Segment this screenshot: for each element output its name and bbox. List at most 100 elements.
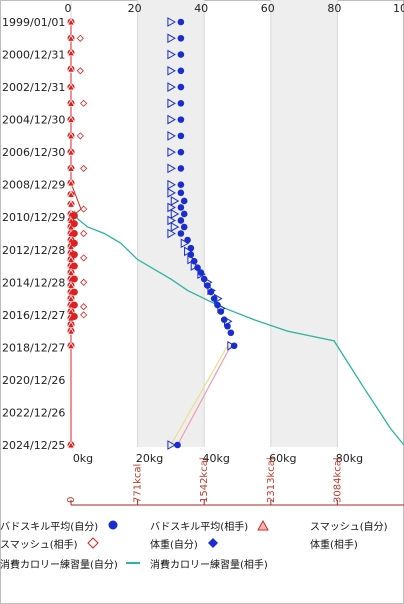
kcal-tick-label: 0 <box>66 497 77 503</box>
skill-avg-opponent-mark <box>177 100 185 107</box>
smash-opponent-mark <box>167 114 176 125</box>
legend-label: 体重(相手) <box>310 539 358 551</box>
skill-avg-opponent-mark <box>227 329 235 337</box>
smash-opponent-mark <box>167 147 176 158</box>
x-axis-bottom-tick-labels: 0kg 20kg 40kg 60kg 80kg <box>73 452 363 465</box>
skill-avg-self-mark <box>67 327 75 335</box>
skill-avg-opponent-mark <box>177 148 185 156</box>
y-tick-label: 1999/01/01 <box>2 16 65 29</box>
smash-self-mark <box>66 18 76 26</box>
x-top-tick-label: 10 <box>393 2 404 15</box>
legend-entry: スマッシュ(自分) <box>310 517 404 533</box>
smash-self-mark <box>66 49 76 57</box>
weight-self-mark <box>76 132 84 140</box>
smash-opponent-mark <box>167 228 176 239</box>
skill-avg-self-mark <box>67 116 75 124</box>
triangle-right-blue-icon <box>84 536 102 550</box>
skill-avg-opponent-mark <box>214 301 221 309</box>
y-tick-label: 2024/12/25 <box>2 439 65 452</box>
skill-avg-opponent-mark <box>197 269 205 276</box>
skill-avg-opponent-mark <box>184 236 191 244</box>
skill-avg-opponent-mark <box>177 165 185 172</box>
y-tick-label: 2012/12/28 <box>2 244 65 257</box>
x-top-tick-label: 60 <box>261 2 275 15</box>
smash-self-mark <box>66 200 76 208</box>
teal-line-icon <box>274 556 292 570</box>
x-axis-top-tick-labels: 0 20 40 60 80 10 <box>65 2 404 15</box>
skill-avg-self-mark <box>67 308 75 316</box>
skill-avg-opponent-mark <box>177 67 185 75</box>
y-tick-label: 2020/12/26 <box>2 374 65 387</box>
legend-label: スマッシュ(相手) <box>0 539 78 551</box>
blue-diamond-icon <box>364 536 382 550</box>
kcal-tick-label: 3084kcal <box>332 457 343 503</box>
smash-self-mark <box>66 327 76 335</box>
kcal-tick-label: 2313kcal <box>266 457 277 503</box>
skill-avg-self-mark <box>70 220 78 228</box>
skill-avg-opponent-mark <box>187 251 195 258</box>
skill-avg-self-mark <box>67 132 75 140</box>
smash-self-mark <box>66 34 76 42</box>
skill-avg-opponent-mark <box>194 264 201 271</box>
skill-avg-self-mark <box>70 262 78 270</box>
legend-label: 消費カロリー練習量(自分) <box>0 559 118 571</box>
smash-self-mark <box>66 132 76 140</box>
smash-opponent-mark <box>167 163 176 174</box>
skill-avg-opponent-mark <box>177 204 185 211</box>
skill-avg-opponent-mark <box>177 51 185 58</box>
kcal-axis: 0 771kcal 1542kcal 2313kcal 3084kcal <box>66 457 404 506</box>
smash-opponent-mark <box>167 33 176 44</box>
smash-self-mark <box>66 190 76 198</box>
y-tick-label: 2014/12/28 <box>2 276 65 289</box>
skill-avg-opponent-mark <box>177 34 185 42</box>
skill-avg-self-mark <box>67 164 75 172</box>
smash-self-mark <box>66 441 76 449</box>
smash-opponent-mark <box>170 209 180 219</box>
x-top-tick-label: 80 <box>327 2 341 15</box>
y-tick-label: 2022/12/26 <box>2 406 65 419</box>
skill-avg-self-mark <box>67 190 75 198</box>
kcal-tick-label: 1542kcal <box>199 457 210 503</box>
smash-self-mark <box>66 179 76 187</box>
smash-opponent-mark <box>167 187 176 198</box>
weight-self-line <box>177 345 232 446</box>
y-tick-label: 2000/12/31 <box>2 49 65 62</box>
skill-avg-opponent-mark <box>177 116 185 123</box>
skill-avg-self-mark <box>67 269 75 277</box>
smash-opponent-mark <box>227 340 236 351</box>
skill-avg-self-mark <box>70 275 78 283</box>
legend-entry: 消費カロリー練習量(相手) <box>150 555 298 571</box>
weight-self-mark <box>80 303 88 311</box>
skill-avg-self-mark <box>67 49 75 57</box>
skill-avg-self-mark <box>67 256 75 264</box>
red-diamond-icon <box>204 536 222 550</box>
smash-opponent-mark <box>167 131 176 141</box>
y-tick-label: 2016/12/27 <box>2 309 65 322</box>
legend-label: 消費カロリー練習量(相手) <box>150 559 268 571</box>
skill-avg-opponent-mark <box>177 189 185 197</box>
skill-avg-opponent-mark <box>174 441 181 449</box>
legend-entry: 体重(相手) <box>310 535 388 551</box>
x-bottom-tick-label: 0kg <box>73 452 93 465</box>
skill-avg-self-mark <box>67 83 75 91</box>
skill-avg-opponent-mark <box>210 295 218 302</box>
skill-avg-opponent-mark <box>204 282 211 289</box>
red-circle-icon <box>104 518 122 532</box>
weight-self-mark <box>80 164 88 172</box>
skill-avg-opponent-mark <box>180 223 188 231</box>
skill-avg-self-mark <box>70 230 78 237</box>
skill-avg-opponent-mark <box>180 197 188 205</box>
smash-self-mark <box>66 148 76 156</box>
y-tick-label: 2004/12/30 <box>2 114 65 127</box>
x-top-tick-label: 0 <box>65 2 72 15</box>
smash-self-mark <box>66 115 76 124</box>
skill-avg-opponent-mark <box>207 288 215 296</box>
smash-self-mark <box>66 164 76 172</box>
kcal-self-practice-line <box>170 345 229 446</box>
skill-avg-self-mark <box>70 212 78 220</box>
chart-canvas: 1999/01/01 2000/12/31 2002/12/31 2004/12/30… <box>2 0 404 506</box>
skill-avg-opponent-mark <box>230 342 238 350</box>
weight-self-mark <box>76 34 84 42</box>
smash-opponent-mark <box>167 215 176 226</box>
skill-avg-self-mark <box>67 200 75 208</box>
